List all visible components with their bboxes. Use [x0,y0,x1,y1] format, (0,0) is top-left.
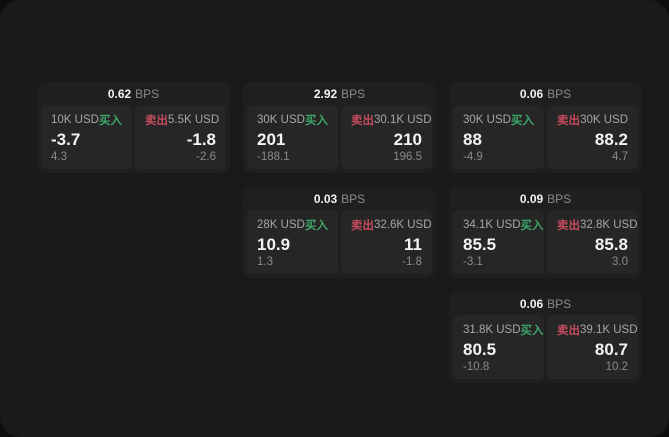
sell-notional: 5.5K USD [168,114,220,126]
buy-panel[interactable]: 34.1K USD 买入 85.5 -3.1 [453,210,544,274]
bps-unit: BPS [547,86,572,101]
sell-price: 80.7 [594,340,628,359]
quote-card: 2.92 BPS 30K USD 买入 201 -188.1 卖出 30.1K … [243,82,436,173]
buy-panel[interactable]: 28K USD 买入 10.9 1.3 [247,210,338,274]
card-header: 0.62 BPS [41,82,226,105]
bps-value: 0.06 [519,86,544,101]
buy-delta: 4.3 [51,151,67,163]
quote-card: 0.62 BPS 10K USD 买入 -3.7 4.3 卖出 5.5K USD [37,82,230,173]
buy-panel[interactable]: 10K USD 买入 -3.7 4.3 [41,105,132,169]
sell-delta: 3.0 [612,256,628,268]
bps-unit: BPS [341,191,366,206]
bps-unit: BPS [547,296,572,311]
sell-side-label: 卖出 [145,115,168,127]
bps-value: 0.06 [519,296,544,311]
sell-side-label: 卖出 [557,115,580,127]
card-header: 2.92 BPS [247,82,432,105]
sell-panel[interactable]: 卖出 30K USD 88.2 4.7 [547,105,638,169]
buy-delta: -3.1 [463,256,483,268]
buy-side-label: 买入 [511,115,534,127]
buy-panel[interactable]: 31.8K USD 买入 80.5 -10.8 [453,315,544,379]
sell-delta: -2.6 [196,151,216,163]
bps-unit: BPS [341,86,366,101]
buy-side-label: 买入 [520,220,544,232]
sell-panel[interactable]: 卖出 30.1K USD 210 196.5 [341,105,432,169]
card-header: 0.06 BPS [453,82,638,105]
sell-delta: -1.8 [402,256,422,268]
buy-notional: 31.8K USD [463,324,521,336]
sell-notional: 39.1K USD [580,324,638,336]
buy-side-label: 买入 [305,220,328,232]
sell-side-label: 卖出 [557,325,580,337]
quote-panels: 30K USD 买入 201 -188.1 卖出 30.1K USD 210 1… [247,105,432,169]
bps-value: 0.03 [313,191,338,206]
sell-side-label: 卖出 [351,115,374,127]
bps-unit: BPS [135,86,160,101]
buy-panel[interactable]: 30K USD 买入 88 -4.9 [453,105,544,169]
buy-delta: -4.9 [463,151,483,163]
buy-delta: -10.8 [463,361,490,373]
buy-notional: 30K USD [257,114,305,126]
sell-delta: 196.5 [393,151,422,163]
quotes-grid: 0.62 BPS 10K USD 买入 -3.7 4.3 卖出 5.5K USD [37,82,642,383]
sell-panel[interactable]: 卖出 32.8K USD 85.8 3.0 [547,210,638,274]
sell-panel[interactable]: 卖出 32.6K USD 11 -1.8 [341,210,432,274]
sell-price: 85.8 [594,235,628,254]
sell-panel[interactable]: 卖出 5.5K USD -1.8 -2.6 [135,105,226,169]
sell-delta: 10.2 [605,361,628,373]
sell-side-label: 卖出 [557,220,580,232]
sell-price: -1.8 [186,130,216,149]
quote-card: 0.06 BPS 31.8K USD 买入 80.5 -10.8 卖出 39.1… [449,292,642,383]
buy-price: 80.5 [463,340,497,359]
buy-notional: 34.1K USD [463,219,521,231]
buy-delta: 1.3 [257,256,273,268]
quote-panels: 10K USD 买入 -3.7 4.3 卖出 5.5K USD -1.8 -2.… [41,105,226,169]
quote-card: 0.06 BPS 30K USD 买入 88 -4.9 卖出 30K USD [449,82,642,173]
buy-price: -3.7 [51,130,81,149]
buy-side-label: 买入 [520,325,544,337]
buy-delta: -188.1 [257,151,290,163]
card-header: 0.09 BPS [453,187,638,210]
card-header: 0.03 BPS [247,187,432,210]
bps-value: 2.92 [313,86,338,101]
buy-notional: 30K USD [463,114,511,126]
bps-value: 0.62 [107,86,132,101]
card-header: 0.06 BPS [453,292,638,315]
buy-panel[interactable]: 30K USD 买入 201 -188.1 [247,105,338,169]
quote-card: 0.09 BPS 34.1K USD 买入 85.5 -3.1 卖出 32.8K… [449,187,642,278]
buy-price: 85.5 [463,235,497,254]
bps-unit: BPS [547,191,572,206]
sell-side-label: 卖出 [351,220,374,232]
sell-notional: 30K USD [580,114,628,126]
buy-side-label: 买入 [305,115,328,127]
sell-notional: 30.1K USD [374,114,432,126]
buy-notional: 10K USD [51,114,99,126]
sell-price: 210 [393,130,422,149]
bps-value: 0.09 [519,191,544,206]
sell-price: 11 [404,235,422,254]
buy-price: 10.9 [257,235,291,254]
buy-notional: 28K USD [257,219,305,231]
quote-panels: 34.1K USD 买入 85.5 -3.1 卖出 32.8K USD 85.8… [453,210,638,274]
quote-card: 0.03 BPS 28K USD 买入 10.9 1.3 卖出 32.6K US… [243,187,436,278]
quote-panels: 30K USD 买入 88 -4.9 卖出 30K USD 88.2 4.7 [453,105,638,169]
buy-price: 88 [463,130,482,149]
quote-panels: 31.8K USD 买入 80.5 -10.8 卖出 39.1K USD 80.… [453,315,638,379]
sell-notional: 32.6K USD [374,219,432,231]
buy-price: 201 [257,130,286,149]
sell-panel[interactable]: 卖出 39.1K USD 80.7 10.2 [547,315,638,379]
sell-delta: 4.7 [612,151,628,163]
quote-panels: 28K USD 买入 10.9 1.3 卖出 32.6K USD 11 -1.8 [247,210,432,274]
sell-notional: 32.8K USD [580,219,638,231]
buy-side-label: 买入 [99,115,122,127]
sell-price: 88.2 [594,130,628,149]
